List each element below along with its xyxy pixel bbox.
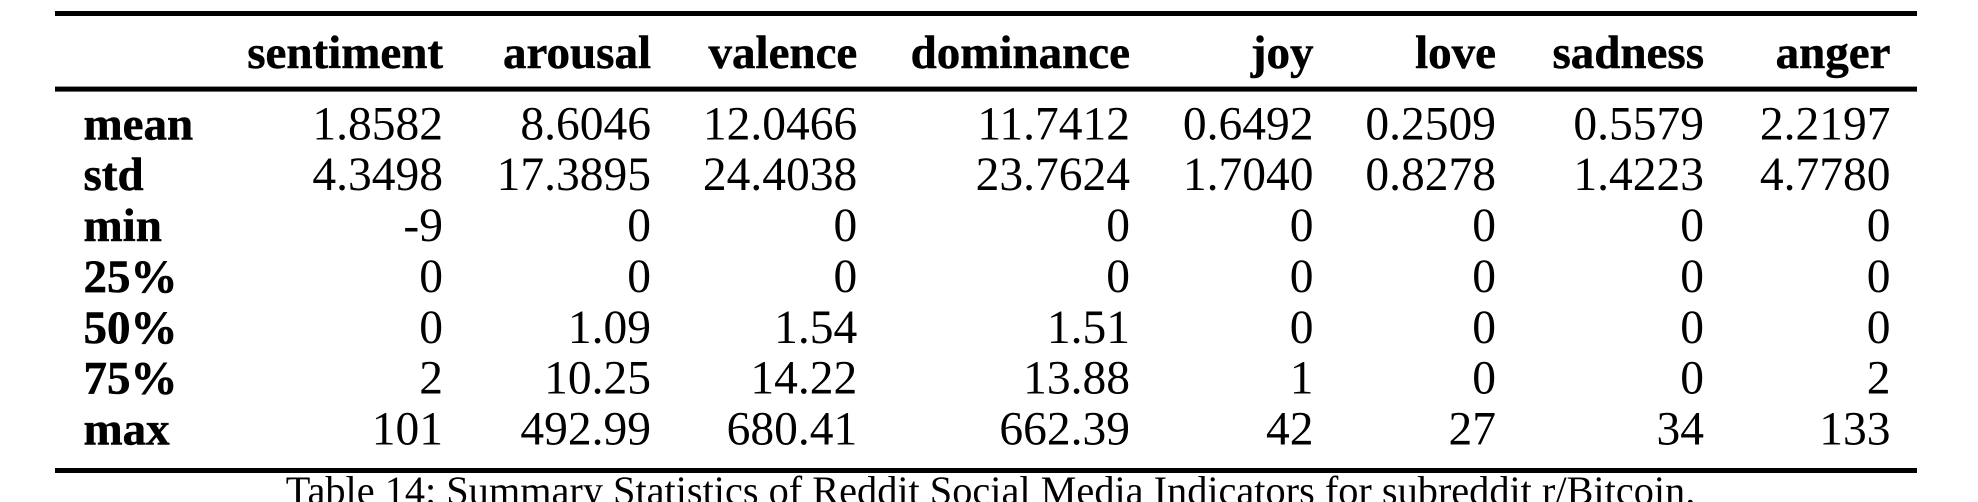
- svg-text:14.22: 14.22: [750, 353, 857, 405]
- svg-text:34: 34: [1657, 404, 1705, 456]
- svg-text:0: 0: [1472, 353, 1496, 405]
- svg-text:0: 0: [419, 251, 443, 303]
- svg-text:0: 0: [1472, 302, 1496, 354]
- svg-text:1.51: 1.51: [1047, 302, 1130, 354]
- svg-text:1.54: 1.54: [774, 302, 857, 354]
- svg-text:1.09: 1.09: [568, 302, 651, 354]
- svg-text:680.41: 680.41: [727, 404, 858, 456]
- svg-text:42: 42: [1266, 404, 1314, 456]
- svg-text:27: 27: [1449, 404, 1497, 456]
- svg-text:0: 0: [1290, 251, 1314, 303]
- svg-text:0: 0: [1106, 200, 1130, 252]
- svg-text:0: 0: [1680, 353, 1704, 405]
- svg-text:133: 133: [1819, 404, 1890, 456]
- svg-text:0: 0: [627, 200, 651, 252]
- svg-text:1: 1: [1290, 353, 1314, 405]
- svg-text:min: min: [84, 200, 162, 252]
- svg-text:love: love: [1415, 27, 1496, 79]
- svg-text:Table 14: Summary Statistics o: Table 14: Summary Statistics of Reddit S…: [286, 468, 1696, 502]
- svg-text:24.4038: 24.4038: [703, 149, 857, 201]
- svg-text:1.7040: 1.7040: [1183, 149, 1314, 201]
- svg-text:0: 0: [419, 302, 443, 354]
- svg-text:1.8582: 1.8582: [312, 98, 443, 150]
- svg-text:std: std: [84, 149, 144, 201]
- svg-text:1.4223: 1.4223: [1573, 149, 1704, 201]
- svg-text:sadness: sadness: [1552, 27, 1704, 79]
- svg-text:0: 0: [1680, 302, 1704, 354]
- svg-text:0: 0: [1106, 251, 1130, 303]
- svg-text:0.8278: 0.8278: [1365, 149, 1496, 201]
- svg-text:arousal: arousal: [503, 27, 651, 79]
- svg-text:10.25: 10.25: [544, 353, 651, 405]
- svg-text:25%: 25%: [84, 251, 178, 303]
- svg-text:sentiment: sentiment: [247, 27, 443, 79]
- svg-text:13.88: 13.88: [1023, 353, 1130, 405]
- svg-text:2: 2: [1867, 353, 1891, 405]
- svg-text:0: 0: [1472, 200, 1496, 252]
- svg-text:0.2509: 0.2509: [1365, 98, 1496, 150]
- svg-text:50%: 50%: [84, 302, 178, 354]
- svg-text:23.7624: 23.7624: [976, 149, 1131, 201]
- svg-text:0: 0: [1867, 251, 1891, 303]
- svg-text:2.2197: 2.2197: [1760, 98, 1891, 150]
- svg-text:0: 0: [627, 251, 651, 303]
- svg-text:joy: joy: [1250, 27, 1314, 79]
- svg-text:75%: 75%: [84, 353, 178, 405]
- svg-text:17.3895: 17.3895: [497, 149, 651, 201]
- svg-text:0: 0: [834, 200, 858, 252]
- svg-text:valence: valence: [709, 27, 858, 79]
- svg-text:0: 0: [1290, 302, 1314, 354]
- svg-text:0: 0: [1867, 302, 1891, 354]
- svg-text:dominance: dominance: [911, 27, 1130, 79]
- svg-text:4.3498: 4.3498: [312, 149, 443, 201]
- svg-text:0: 0: [1472, 251, 1496, 303]
- svg-text:0: 0: [834, 251, 858, 303]
- svg-text:anger: anger: [1776, 27, 1891, 79]
- svg-text:0: 0: [1680, 200, 1704, 252]
- svg-text:0: 0: [1680, 251, 1704, 303]
- svg-text:max: max: [84, 404, 171, 456]
- svg-text:0: 0: [1290, 200, 1314, 252]
- svg-text:101: 101: [372, 404, 443, 456]
- svg-text:2: 2: [419, 353, 443, 405]
- svg-text:mean: mean: [84, 98, 194, 150]
- svg-text:4.7780: 4.7780: [1760, 149, 1891, 201]
- svg-text:11.7412: 11.7412: [977, 98, 1130, 150]
- svg-text:12.0466: 12.0466: [703, 98, 857, 150]
- svg-text:-9: -9: [403, 200, 443, 252]
- svg-text:0.5579: 0.5579: [1573, 98, 1704, 150]
- svg-text:492.99: 492.99: [520, 404, 651, 456]
- svg-text:8.6046: 8.6046: [520, 98, 651, 150]
- svg-text:0.6492: 0.6492: [1183, 98, 1314, 150]
- svg-text:662.39: 662.39: [999, 404, 1130, 456]
- svg-text:0: 0: [1867, 200, 1891, 252]
